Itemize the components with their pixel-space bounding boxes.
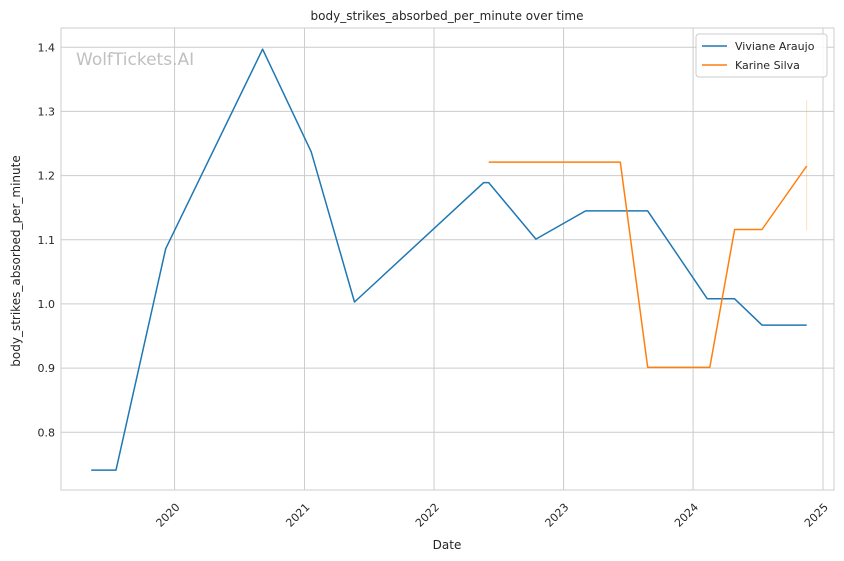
- series-layer: [91, 48, 808, 471]
- y-tick-label: 1.2: [38, 170, 56, 183]
- y-axis-label: body_strikes_absorbed_per_minute: [9, 155, 23, 366]
- legend: Viviane Araujo Karine Silva: [695, 33, 828, 78]
- legend-box: [695, 33, 828, 78]
- y-tick-label: 0.8: [38, 426, 56, 439]
- y-tick-label: 1.3: [38, 105, 56, 118]
- plot-area-frame: [60, 27, 835, 491]
- legend-label-karine-silva: Karine Silva: [735, 59, 800, 72]
- series-line-karine-silva: [488, 161, 808, 369]
- y-tick-label: 1.4: [38, 41, 56, 54]
- y-tick-label: 1.1: [38, 234, 56, 247]
- watermark: WolfTickets.AI: [76, 50, 194, 70]
- grid-lines: [61, 28, 834, 490]
- series-line-viviane-araujo: [91, 48, 807, 471]
- legend-label-viviane-araujo: Viviane Araujo: [735, 40, 815, 53]
- x-axis-label: Date: [433, 538, 462, 552]
- chart-title: body_strikes_absorbed_per_minute over ti…: [311, 9, 584, 23]
- y-tick-label: 1.0: [38, 298, 56, 311]
- y-tick-label: 0.9: [38, 362, 56, 375]
